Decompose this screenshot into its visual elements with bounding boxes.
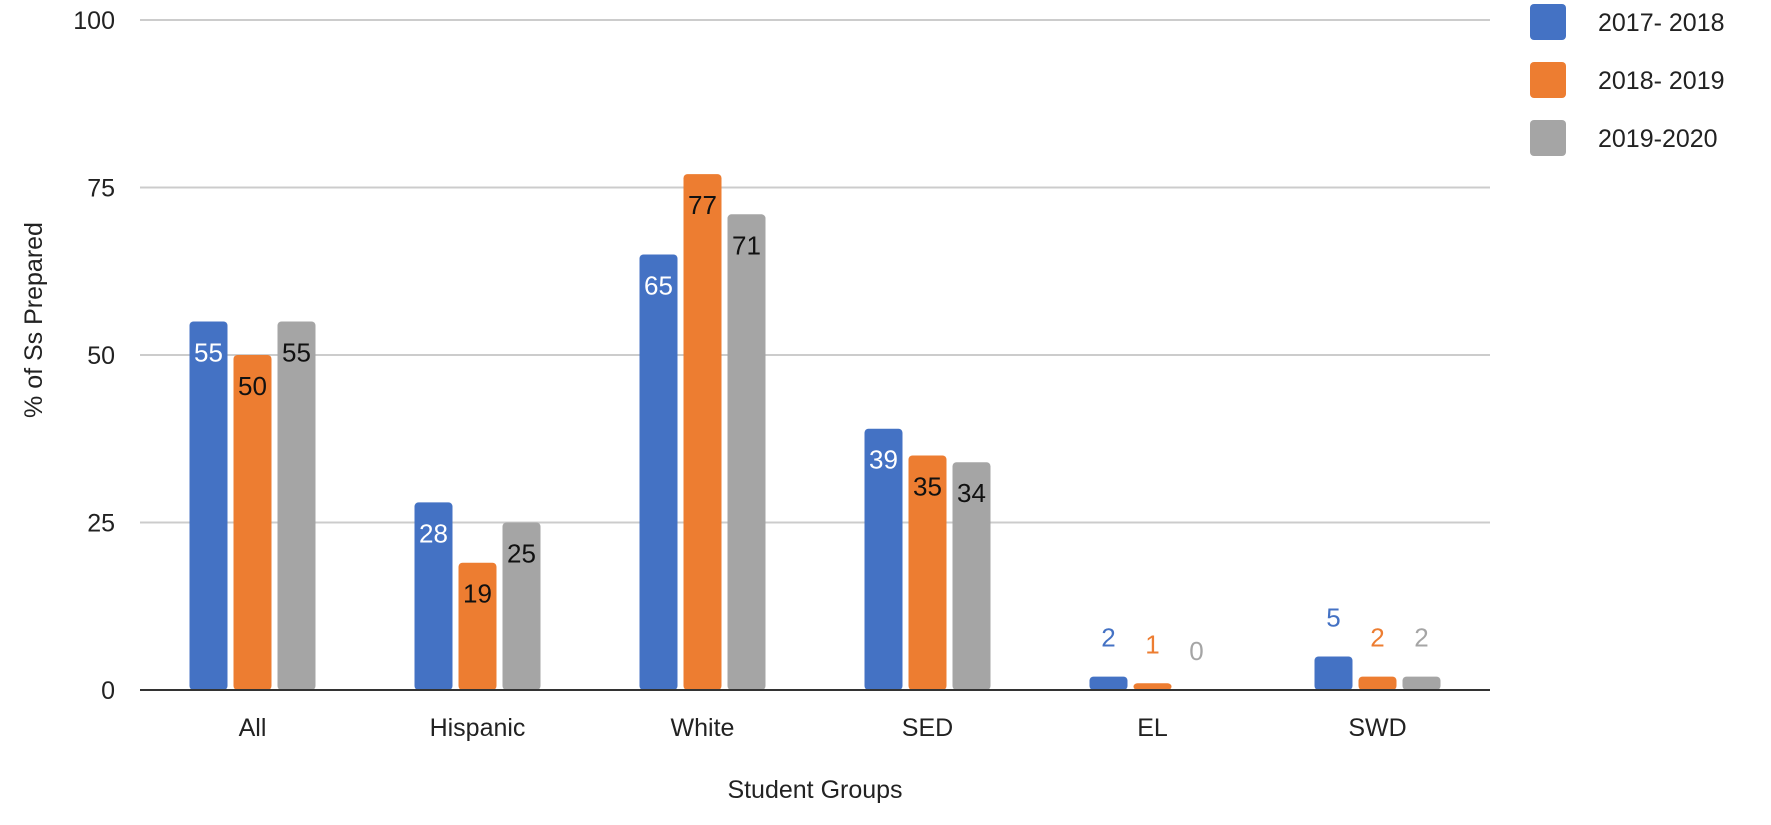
data-label: 1 [1145,629,1159,659]
bar [1402,676,1441,690]
x-tick-label: SED [902,714,953,742]
data-label: 34 [957,478,986,508]
gridlines [140,19,1490,524]
data-label: 2 [1414,623,1428,653]
x-axis-ticks: All Hispanic White SED EL SWD [239,714,1407,742]
data-label: 50 [238,371,267,401]
x-tick-label: SWD [1348,714,1406,742]
bar [1089,676,1128,690]
legend-swatch [1530,120,1566,156]
data-label: 71 [732,230,761,260]
bar [1133,683,1172,690]
bar [414,502,453,690]
bar [727,214,766,691]
bar [502,522,541,690]
y-tick-label: 100 [73,7,115,35]
bar [277,321,316,690]
legend-label: 2018- 2019 [1598,67,1725,95]
bar [908,455,947,690]
data-label: 5 [1326,603,1340,633]
bar [639,254,678,690]
data-label: 2 [1101,623,1115,653]
legend: 2017- 2018 2018- 2019 2019-2020 [1530,4,1725,156]
bar [458,562,497,690]
y-tick-label: 25 [87,510,115,538]
data-label: 39 [869,445,898,475]
bar [189,321,228,690]
data-label: 25 [507,539,536,569]
data-label: 55 [194,338,223,368]
y-axis-ticks: 0 25 50 75 100 [73,7,115,705]
legend-swatch [1530,4,1566,40]
bars [189,174,1441,691]
legend-label: 2017- 2018 [1598,9,1725,37]
data-label: 2 [1370,623,1384,653]
data-label: 55 [282,338,311,368]
legend-swatch [1530,62,1566,98]
bar [1358,676,1397,690]
y-tick-label: 50 [87,342,115,370]
bar [952,462,991,690]
y-tick-label: 75 [87,175,115,203]
data-label: 65 [644,271,673,301]
y-axis-title: % of Ss Prepared [20,222,48,418]
x-tick-label: White [671,714,735,742]
bar [864,428,903,690]
data-label: 0 [1189,636,1203,666]
x-tick-label: All [239,714,267,742]
data-label: 19 [463,579,492,609]
x-axis-title: Student Groups [727,776,902,804]
data-label: 35 [913,472,942,502]
data-label: 28 [419,518,448,548]
bar [233,355,272,690]
data-label: 77 [688,190,717,220]
x-tick-label: Hispanic [430,714,526,742]
bar [1314,656,1353,690]
bar [683,174,722,691]
x-tick-label: EL [1137,714,1168,742]
y-tick-label: 0 [101,677,115,705]
legend-label: 2019-2020 [1598,125,1718,153]
